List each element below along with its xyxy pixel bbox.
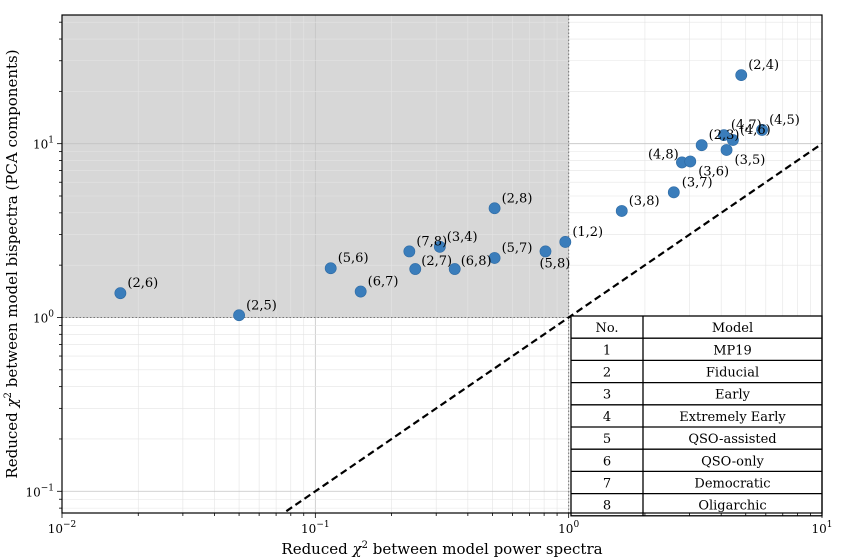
data-point	[448, 263, 461, 275]
point-label: (5,7)	[502, 241, 533, 256]
table-cell-model: Democratic	[694, 477, 770, 492]
table-cell-number: 8	[603, 499, 611, 514]
x-tick-label: 10−1	[301, 520, 330, 536]
data-point	[403, 245, 416, 258]
point-label: (2,7)	[421, 254, 452, 269]
data-point	[720, 144, 733, 156]
data-point	[233, 309, 245, 322]
data-point	[735, 69, 748, 82]
table-cell-number: 7	[603, 477, 611, 492]
data-point	[324, 262, 337, 275]
table-cell-model: Oligarchic	[698, 499, 766, 514]
y-axis-label: Reduced χ2 between model bispectra (PCA …	[3, 49, 21, 478]
y-tick-label: 100	[33, 309, 54, 325]
data-point	[718, 129, 730, 142]
table-header-no: No.	[595, 321, 618, 336]
data-point	[727, 134, 739, 146]
point-label: (3,4)	[447, 230, 478, 245]
x-axis-label: Reduced χ2 between model power spectra	[281, 540, 602, 558]
plot-frame	[61, 14, 823, 514]
data-point	[488, 202, 501, 215]
x-tick-label: 101	[811, 520, 832, 536]
data-point	[539, 245, 552, 258]
data-point	[756, 124, 768, 136]
data-point	[615, 205, 628, 217]
point-label: (2,5)	[246, 298, 277, 313]
point-label: (4,7)	[731, 118, 762, 133]
y-tick-label: 10−1	[25, 483, 54, 499]
data-point	[684, 155, 697, 168]
table-cell-model: QSO-only	[701, 454, 764, 469]
point-label: (6,8)	[461, 254, 492, 269]
table-header-model: Model	[712, 321, 753, 336]
data-point	[667, 186, 680, 199]
data-point	[114, 287, 127, 300]
table-cell-number: 4	[603, 410, 611, 425]
point-label: (4,5)	[769, 113, 800, 128]
point-label: (3,5)	[735, 153, 766, 168]
data-point	[433, 240, 446, 253]
table-cell-model: QSO-assisted	[688, 432, 776, 447]
point-label: (3,7)	[682, 175, 713, 190]
table-cell-number: 5	[603, 432, 611, 447]
one-to-one-line	[281, 142, 822, 513]
table-cell-model: Extremely Early	[679, 410, 786, 425]
table-cell-number: 3	[603, 388, 611, 403]
point-label: (2,3)	[709, 128, 740, 143]
point-label: (1,2)	[572, 225, 603, 240]
y-tick-label: 101	[33, 136, 54, 152]
table-cell-model: MP19	[713, 343, 752, 358]
point-label: (3,6)	[698, 164, 729, 179]
x-tick-label: 10−2	[48, 520, 77, 536]
point-label: (7,8)	[416, 234, 447, 249]
model-legend-table: No. Model 1 MP19 2 Fiducial 3 Early 4 Extremely E…	[570, 315, 823, 517]
point-label: (5,8)	[539, 256, 570, 271]
table-cell-number: 1	[603, 343, 611, 358]
point-label: (4,6)	[740, 123, 771, 138]
point-label: (6,7)	[368, 275, 399, 290]
point-label: (4,8)	[648, 147, 679, 162]
data-point	[354, 285, 367, 298]
point-label: (2,4)	[748, 58, 779, 73]
data-point	[559, 236, 572, 248]
point-label: (3,8)	[629, 194, 660, 209]
data-point	[488, 252, 501, 264]
data-point	[695, 139, 708, 152]
point-label: (5,6)	[338, 251, 369, 266]
table-cell-model: Early	[715, 388, 751, 403]
x-tick-label: 100	[558, 520, 579, 536]
point-label: (2,6)	[127, 276, 158, 291]
point-label: (2,8)	[502, 191, 533, 206]
table-cell-model: Fiducial	[706, 366, 759, 381]
table-cell-number: 6	[603, 454, 611, 469]
table-cell-number: 2	[603, 366, 611, 381]
table-frame	[570, 315, 823, 517]
data-point	[409, 263, 422, 275]
